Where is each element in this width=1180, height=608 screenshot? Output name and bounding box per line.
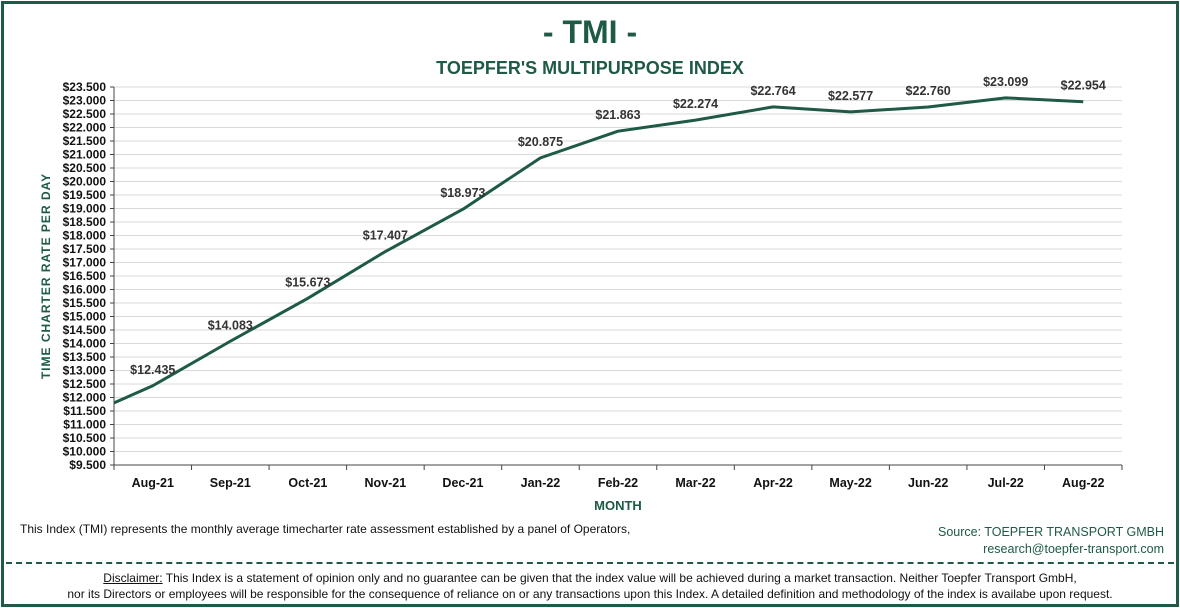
disclaimer-text-1: This Index is a statement of opinion onl… — [162, 571, 1077, 585]
y-tick-label: $18.500 — [63, 215, 107, 229]
x-tick-label: May-22 — [829, 476, 871, 490]
y-tick-label: $10.000 — [63, 445, 107, 459]
y-tick-label: $20.500 — [63, 161, 107, 175]
data-label: $15.673 — [285, 275, 330, 289]
y-tick-label: $23.500 — [63, 80, 107, 94]
y-tick-label: $9.500 — [69, 458, 106, 472]
y-tick-label: $17.500 — [63, 242, 107, 256]
source-email: research@toepfer-transport.com — [983, 542, 1164, 556]
y-tick-label: $22.500 — [63, 107, 107, 121]
x-axis-title: MONTH — [594, 498, 642, 513]
y-tick-label: $21.500 — [63, 134, 107, 148]
data-label: $20.875 — [518, 135, 563, 149]
y-tick-label: $20.000 — [63, 175, 107, 189]
y-tick-label: $18.000 — [63, 229, 107, 243]
x-tick-label: Jun-22 — [908, 476, 948, 490]
y-tick-label: $15.500 — [63, 296, 107, 310]
x-tick-label: Dec-21 — [442, 476, 483, 490]
data-label: $22.274 — [673, 97, 718, 111]
y-tick-label: $14.500 — [63, 323, 107, 337]
disclaimer-text-2: nor its Directors or employees will be r… — [67, 587, 1113, 601]
chart-subtitle: TOEPFER'S MULTIPURPOSE INDEX — [436, 58, 744, 78]
index-description: This Index (TMI) represents the monthly … — [20, 522, 631, 536]
y-tick-label: $16.000 — [63, 283, 107, 297]
y-tick-label: $13.000 — [63, 364, 107, 378]
y-tick-label: $11.500 — [63, 404, 106, 418]
data-label: $22.577 — [828, 89, 873, 103]
x-tick-label: Aug-21 — [132, 476, 174, 490]
data-label: $12.435 — [130, 363, 175, 377]
data-label: $21.863 — [595, 108, 640, 122]
data-label: $22.764 — [750, 84, 795, 98]
x-tick-label: Apr-22 — [753, 476, 793, 490]
x-tick-label: Jan-22 — [521, 476, 561, 490]
data-label: $22.954 — [1061, 79, 1106, 93]
data-label: $17.407 — [363, 229, 408, 243]
x-tick-label: Aug-22 — [1062, 476, 1104, 490]
data-label: $22.760 — [906, 84, 951, 98]
y-tick-label: $15.000 — [63, 310, 107, 324]
y-tick-label: $19.500 — [63, 188, 107, 202]
y-axis-title: TIME CHARTER RATE PER DAY — [39, 173, 53, 379]
data-label: $14.083 — [208, 318, 253, 332]
y-tick-label: $17.000 — [63, 256, 107, 270]
y-tick-label: $21.000 — [63, 148, 107, 162]
source-block: Source: TOEPFER TRANSPORT GMBH research@… — [938, 524, 1164, 558]
series-line — [113, 96, 1084, 405]
x-tick-label: Mar-22 — [675, 476, 715, 490]
dashed-divider — [6, 562, 1174, 564]
y-tick-label: $12.500 — [63, 377, 107, 391]
y-tick-label: $14.000 — [63, 337, 107, 351]
x-tick-label: Oct-21 — [288, 476, 327, 490]
data-label: $18.973 — [440, 186, 485, 200]
y-tick-label: $22.000 — [63, 121, 107, 135]
x-tick-label: Jul-22 — [988, 476, 1024, 490]
y-tick-label: $16.500 — [63, 269, 107, 283]
x-tick-label: Sep-21 — [210, 476, 251, 490]
y-tick-label: $10.500 — [63, 431, 107, 445]
y-tick-label: $23.000 — [63, 94, 107, 108]
y-tick-label: $13.500 — [63, 350, 107, 364]
y-tick-label: $11.000 — [63, 418, 106, 432]
x-tick-label: Nov-21 — [365, 476, 407, 490]
y-tick-label: $19.000 — [63, 202, 107, 216]
disclaimer-block: Disclaimer: This Index is a statement of… — [0, 570, 1180, 602]
chart-title: - TMI - — [542, 14, 638, 50]
disclaimer-label: Disclaimer: — [103, 571, 163, 585]
y-tick-label: $12.000 — [63, 391, 107, 405]
source-text: Source: TOEPFER TRANSPORT GMBH — [938, 525, 1164, 539]
x-tick-label: Feb-22 — [598, 476, 638, 490]
data-label: $23.099 — [983, 75, 1028, 89]
